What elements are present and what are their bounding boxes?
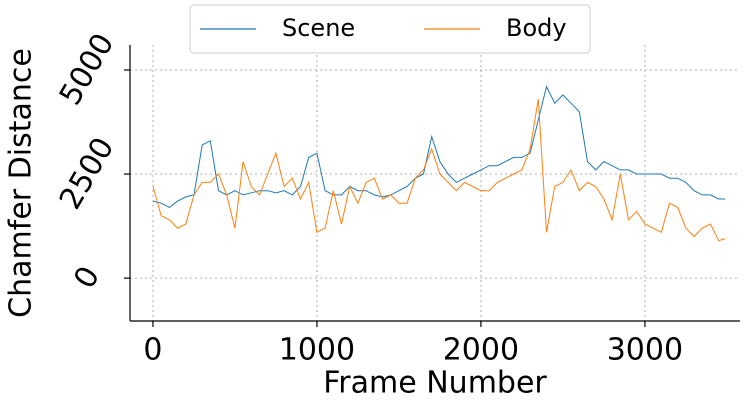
series-line [152, 85, 726, 208]
x-tick-label: 0 [143, 333, 162, 368]
x-tick-label: 3000 [607, 333, 683, 368]
y-tick-label: 0 [67, 261, 107, 295]
x-axis-label: Frame Number [323, 366, 547, 401]
x-tick-label: 2000 [443, 333, 519, 368]
y-tick-label: 5000 [53, 28, 121, 112]
legend-label: Scene [282, 14, 355, 42]
legend-frame [189, 4, 591, 54]
y-axis-label: Chamfer Distance [4, 48, 39, 318]
legend-label: Body [506, 14, 567, 42]
series-line [152, 99, 726, 242]
x-tick-label: 1000 [279, 333, 355, 368]
y-tick-label: 2500 [53, 132, 121, 216]
legend: Scene Body [189, 4, 591, 54]
